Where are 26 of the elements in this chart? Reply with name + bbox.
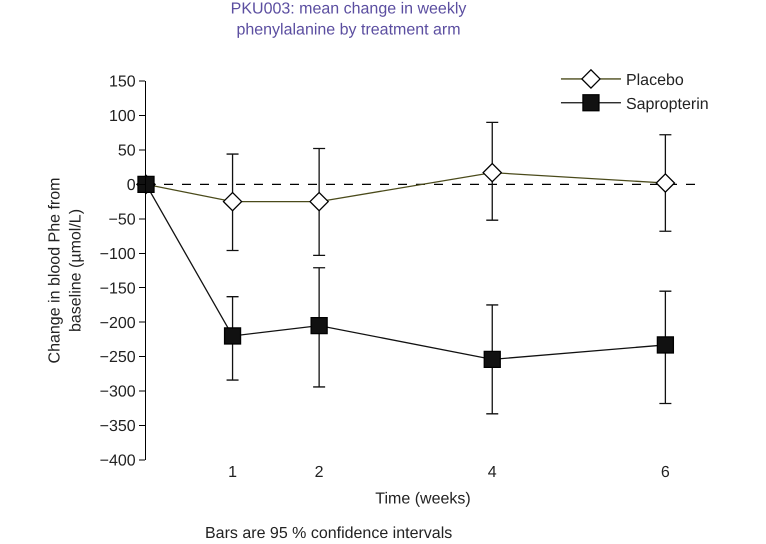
- y-tick-label: 50: [118, 142, 136, 160]
- legend-label: Placebo: [626, 72, 684, 90]
- point: [484, 350, 501, 368]
- y-tick-label: 0: [126, 176, 136, 194]
- y-axis-title: Change in blood Phe from baseline (µmol/L): [46, 178, 85, 364]
- chart-title: PKU003: mean change in weekly phenylalanine by treatment arm: [230, 0, 466, 38]
- point: [310, 316, 328, 334]
- point: [656, 336, 674, 354]
- y-tick-label: −350: [100, 418, 136, 436]
- y-tick-label: −300: [100, 384, 136, 401]
- y-tick-label: −200: [100, 314, 136, 332]
- y-tick-label: −150: [100, 280, 136, 298]
- y-tick-label: 150: [108, 74, 136, 91]
- y-tick-label: 100: [108, 108, 136, 126]
- y-tick-label: −50: [108, 211, 136, 228]
- legend-label: Sapropterin: [626, 96, 709, 113]
- x-tick-label: 2: [314, 464, 324, 481]
- x-tick-label: 4: [488, 464, 497, 481]
- y-tick-label: −250: [100, 349, 136, 366]
- x-tick-label: 6: [660, 464, 670, 481]
- x-axis-title: Time (weeks): [375, 490, 471, 508]
- x-tick-label: 1: [228, 464, 238, 481]
- y-tick-label: −400: [100, 452, 136, 470]
- text: Bars are 95 % confidence intervals: [205, 525, 452, 542]
- y-tick-label: −100: [100, 246, 136, 263]
- point: [224, 327, 242, 345]
